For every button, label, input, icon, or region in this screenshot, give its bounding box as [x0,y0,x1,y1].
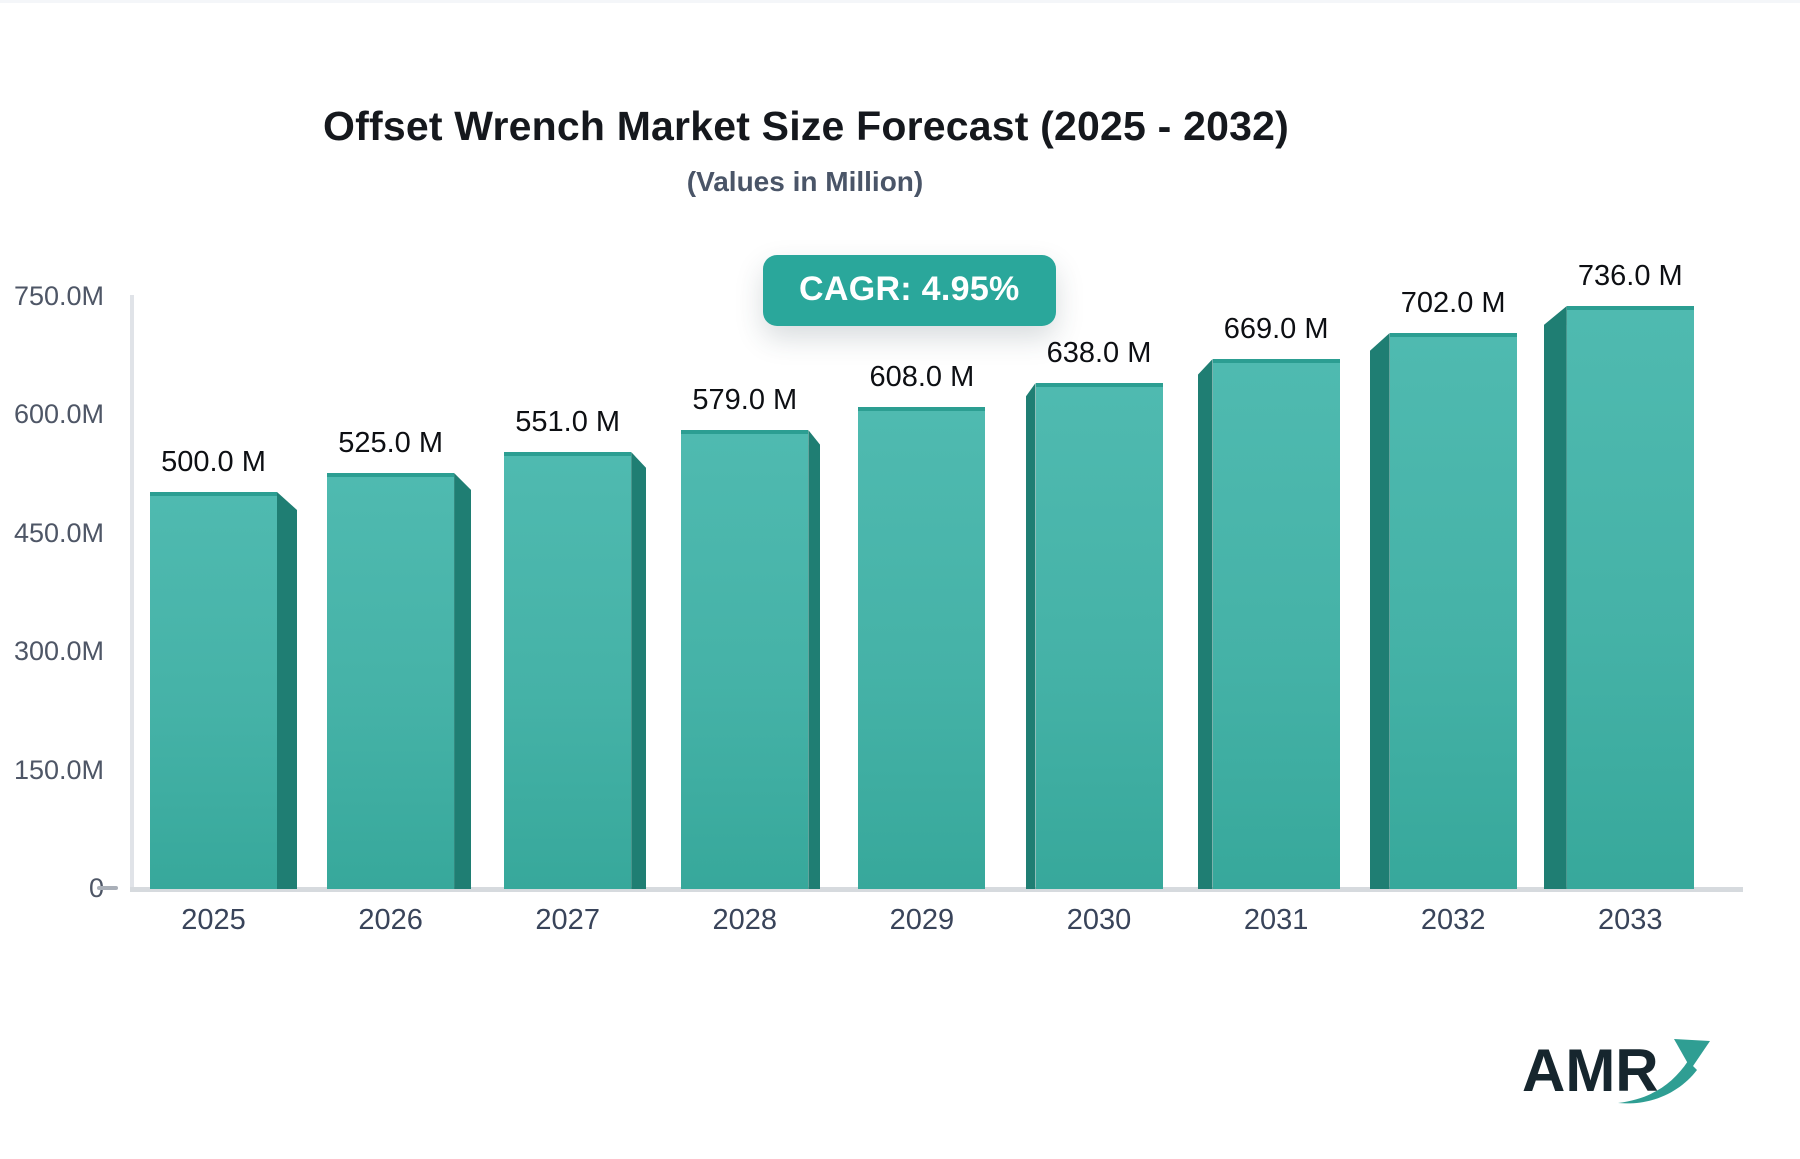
bar-value-label: 551.0 M [515,406,621,438]
bar-side-face [454,473,472,889]
x-axis-label-2028: 2028 [712,904,778,936]
bar-2031 [1197,359,1340,889]
bar-value-label: 525.0 M [338,427,443,459]
bar-value-label: 579.0 M [692,384,798,416]
x-axis-label-2030: 2030 [1066,904,1132,936]
bar-2030 [1025,383,1163,889]
y-axis-tick-label: 300.0M [13,636,104,667]
bar-2032 [1369,333,1517,889]
y-axis-tick-label: 0 [0,873,104,904]
x-axis-label-2032: 2032 [1420,904,1486,936]
bar-value-label: 500.0 M [161,446,266,478]
x-axis-line [130,887,1743,892]
bar-front-face [1212,359,1340,889]
chart-title: Offset Wrench Market Size Forecast (2025… [323,103,1289,149]
y-axis-tick-label: 600.0M [13,399,104,430]
bar-front-face [681,430,809,889]
chart-subtitle: (Values in Million) [686,166,924,197]
bar-side-face [1197,359,1213,889]
bar-side-face [1025,383,1036,889]
bar-front-face [327,473,455,889]
y-axis-line [130,295,134,891]
zero-tick-mark [97,886,118,890]
bar-value-label: 608.0 M [869,361,975,393]
y-axis-tick-label: 450.0M [13,517,104,548]
x-axis-label-2029: 2029 [889,904,955,936]
bar-side-face [808,430,821,889]
x-axis-label-2033: 2033 [1598,904,1663,936]
y-axis-tick-label: 150.0M [13,754,104,785]
bar-front-face [1389,333,1517,889]
bar-front-face [1035,383,1163,889]
bar-front-face [150,492,277,889]
y-axis-tick-label: 750.0M [13,281,104,311]
bar-front-face [858,407,986,889]
amr-logo-text: AMR [1522,1037,1659,1104]
amr-logo: AMR [1522,1037,1710,1104]
cagr-badge: CAGR: 4.95% [763,255,1056,326]
bar-side-face [277,492,297,889]
bar-value-label: 638.0 M [1046,337,1152,369]
x-axis-label-2031: 2031 [1243,904,1309,936]
bar-2033 [1543,306,1694,889]
x-axis-label-2025: 2025 [181,904,246,936]
growth-arrow-icon [1618,1039,1710,1104]
bar-value-label: 702.0 M [1400,287,1506,319]
bar-front-face [504,452,632,889]
bar-side-face [1543,306,1567,889]
bar-2026 [327,473,472,889]
bar-2027 [504,452,647,889]
x-axis-label-2026: 2026 [358,904,423,936]
bar-side-face [1369,333,1390,889]
bar-side-face [631,452,647,889]
bar-2028 [681,430,821,889]
bar-2029 [858,407,986,889]
bar-2025 [150,492,297,889]
bar-value-label: 736.0 M [1577,260,1683,292]
x-axis-label-2027: 2027 [535,904,600,936]
bar-value-label: 669.0 M [1223,313,1329,345]
bar-front-face [1566,306,1694,889]
